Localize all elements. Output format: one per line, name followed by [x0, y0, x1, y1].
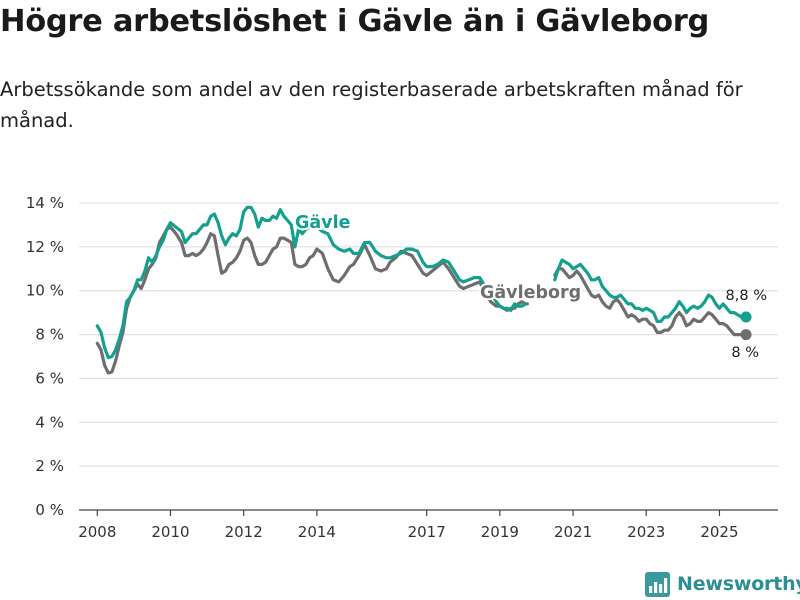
- y-axis: 0 % 2 % 4 % 6 % 8 % 10 % 12 % 14 %: [26, 194, 64, 519]
- series-line-gavle: [95, 205, 528, 360]
- x-tick-label: 2008: [78, 523, 116, 541]
- chart-logo-icon: [645, 571, 670, 597]
- chart-subtitle: Arbetssökande som andel av den registerb…: [0, 78, 743, 132]
- series-labels: Gävle Gävleborg 8,8 % 8 %: [293, 211, 767, 361]
- x-tick-label: 2025: [700, 523, 738, 541]
- x-axis: 2008 2010 2012 2014 2017 2019 2021 2023 2025: [78, 510, 739, 541]
- y-tick-label: 10 %: [26, 282, 64, 300]
- end-point-gavleborg: [740, 329, 752, 341]
- series-line-gavleborg: [95, 225, 529, 375]
- brand-name: Newsworthy: [677, 573, 800, 595]
- x-tick-label: 2019: [481, 523, 519, 541]
- x-tick-label: 2021: [554, 523, 592, 541]
- x-tick-label: 2023: [627, 523, 665, 541]
- gridlines: [79, 202, 778, 511]
- x-tick-label: 2012: [225, 523, 263, 541]
- series-line-gavleborg: [553, 267, 747, 337]
- series-lines: [95, 205, 752, 375]
- x-tick-label: 2014: [298, 523, 336, 541]
- y-tick-label: 0 %: [35, 501, 64, 519]
- series-label-gavle: Gävle: [295, 213, 351, 233]
- x-tick-label: 2017: [408, 523, 446, 541]
- series-line-gavle: [553, 258, 747, 323]
- x-tick-label: 2010: [151, 523, 189, 541]
- chart-title: Högre arbetslöshet i Gävle än i Gävlebor…: [0, 4, 710, 39]
- y-tick-label: 8 %: [35, 326, 64, 344]
- y-tick-label: 14 %: [26, 194, 64, 212]
- y-tick-label: 12 %: [26, 238, 64, 256]
- end-point-gavle: [740, 311, 752, 323]
- y-tick-label: 6 %: [35, 369, 64, 387]
- newsworthy-brand[interactable]: Newsworthy: [645, 569, 800, 599]
- end-value-label-gavle: 8,8 %: [726, 288, 767, 304]
- y-tick-label: 2 %: [35, 457, 64, 475]
- series-label-gavleborg: Gävleborg: [480, 283, 581, 303]
- end-value-label-gavleborg: 8 %: [731, 345, 759, 361]
- y-tick-label: 4 %: [35, 413, 64, 431]
